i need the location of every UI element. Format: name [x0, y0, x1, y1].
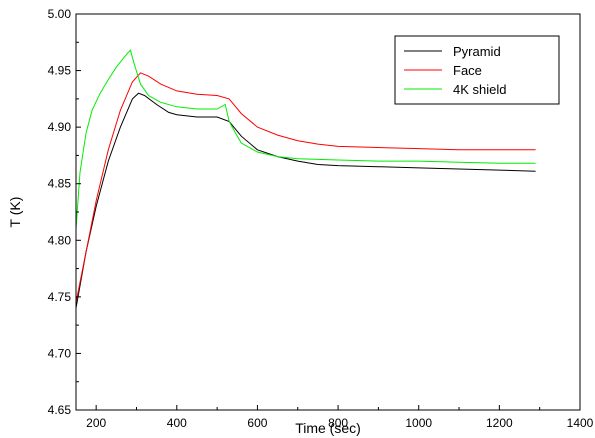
y-tick-label: 5.00 — [48, 7, 72, 21]
y-axis-label: T (K) — [7, 197, 23, 228]
series-line-pyramid — [75, 92, 536, 309]
y-tick-label: 4.85 — [48, 177, 72, 191]
x-tick-label: 1200 — [486, 416, 513, 430]
y-tick-label: 4.70 — [48, 346, 72, 360]
x-tick-label: 1000 — [405, 416, 432, 430]
x-tick-label: 800 — [328, 416, 348, 430]
x-tick-label: 400 — [167, 416, 187, 430]
y-tick-label: 4.65 — [48, 403, 72, 417]
y-tick-label: 4.75 — [48, 290, 72, 304]
y-tick-label: 4.90 — [48, 120, 72, 134]
x-axis-label: Time (sec) — [295, 420, 361, 436]
series-line-4k-shield — [75, 49, 536, 230]
legend-label: Face — [453, 63, 482, 78]
x-tick-label: 600 — [247, 416, 267, 430]
y-tick-label: 4.95 — [48, 64, 72, 78]
x-tick-label: 200 — [86, 416, 106, 430]
legend-label: 4K shield — [453, 82, 506, 97]
y-tick-label: 4.80 — [48, 233, 72, 247]
ticks-layer: 200 400 600 800 1000 1200 1400 4.65 4.70 4.75 4.80… — [48, 7, 594, 430]
legend: Pyramid Face 4K shield — [394, 35, 560, 105]
legend-label: Pyramid — [453, 44, 501, 59]
x-tick-label: 1400 — [567, 416, 594, 430]
series-line-face — [75, 72, 536, 303]
series-layer — [75, 49, 536, 309]
